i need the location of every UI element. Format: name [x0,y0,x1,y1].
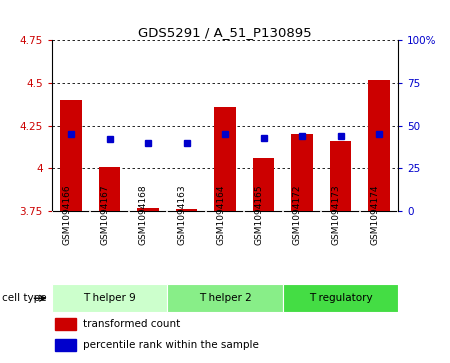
Bar [60,100,81,211]
Bar [55,339,76,351]
Bar [55,318,76,330]
Bar [167,284,283,313]
Text: GSM1094173: GSM1094173 [332,184,341,245]
Text: percentile rank within the sample: percentile rank within the sample [83,340,259,350]
Text: GSM1094167: GSM1094167 [100,184,109,245]
Text: GSM1094165: GSM1094165 [255,184,264,245]
Bar [292,134,313,211]
Bar [99,167,120,211]
Bar [253,158,274,211]
Text: T helper 2: T helper 2 [198,293,252,303]
Text: GSM1094166: GSM1094166 [62,184,71,245]
Text: T helper 9: T helper 9 [83,293,136,303]
Text: GSM1094164: GSM1094164 [216,184,225,245]
Text: cell type: cell type [2,293,47,303]
Title: GDS5291 / A_51_P130895: GDS5291 / A_51_P130895 [138,26,312,39]
Bar [176,209,197,211]
Text: T regulatory: T regulatory [309,293,372,303]
Text: GSM1094172: GSM1094172 [293,184,302,245]
Text: GSM1094168: GSM1094168 [139,184,148,245]
Text: GSM1094174: GSM1094174 [370,184,379,245]
Bar [330,141,351,211]
Bar [137,208,158,211]
Bar [283,284,398,313]
Bar [214,107,236,211]
Bar [369,79,390,211]
Bar [52,284,167,313]
Text: transformed count: transformed count [83,319,180,329]
Text: GSM1094163: GSM1094163 [177,184,186,245]
